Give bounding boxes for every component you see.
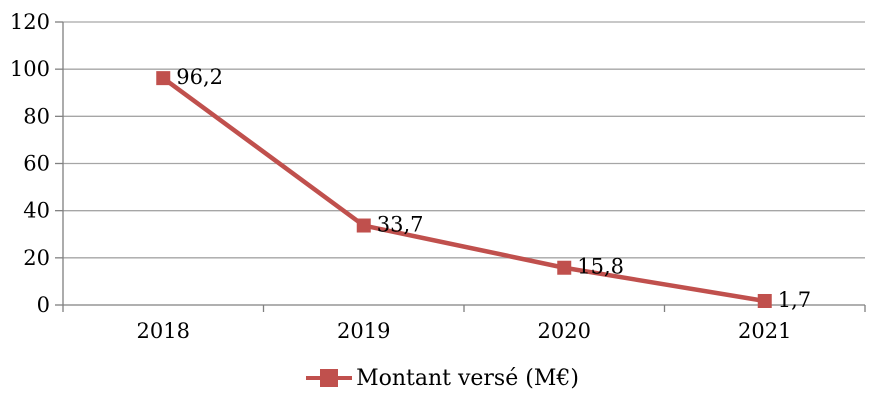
y-tick-label: 100 (10, 57, 50, 81)
y-tick-label: 60 (23, 152, 50, 176)
x-tick-label: 2019 (337, 319, 390, 343)
data-label: 96,2 (176, 65, 223, 89)
legend: Montant versé (M€) (0, 361, 885, 395)
data-point-marker (356, 218, 371, 233)
series-line (161, 76, 766, 304)
y-tick-label: 0 (37, 293, 50, 317)
x-tick-label: 2020 (538, 319, 591, 343)
legend-square-marker (320, 369, 339, 387)
data-label: 15,8 (577, 255, 624, 279)
legend-line-marker-icon (306, 369, 353, 387)
y-tick-label: 120 (10, 10, 50, 34)
data-label: 33,7 (377, 213, 424, 237)
y-tick-label: 40 (23, 199, 50, 223)
legend-label: Montant versé (M€) (356, 365, 579, 391)
data-point-marker (757, 293, 772, 308)
y-tick-label: 20 (23, 246, 50, 270)
data-label: 1,7 (778, 288, 811, 312)
data-point-marker (156, 71, 171, 86)
x-tick-label: 2018 (137, 319, 190, 343)
x-tick-label: 2021 (738, 319, 791, 343)
y-tick-label: 80 (23, 104, 50, 128)
data-point-marker (557, 260, 572, 275)
